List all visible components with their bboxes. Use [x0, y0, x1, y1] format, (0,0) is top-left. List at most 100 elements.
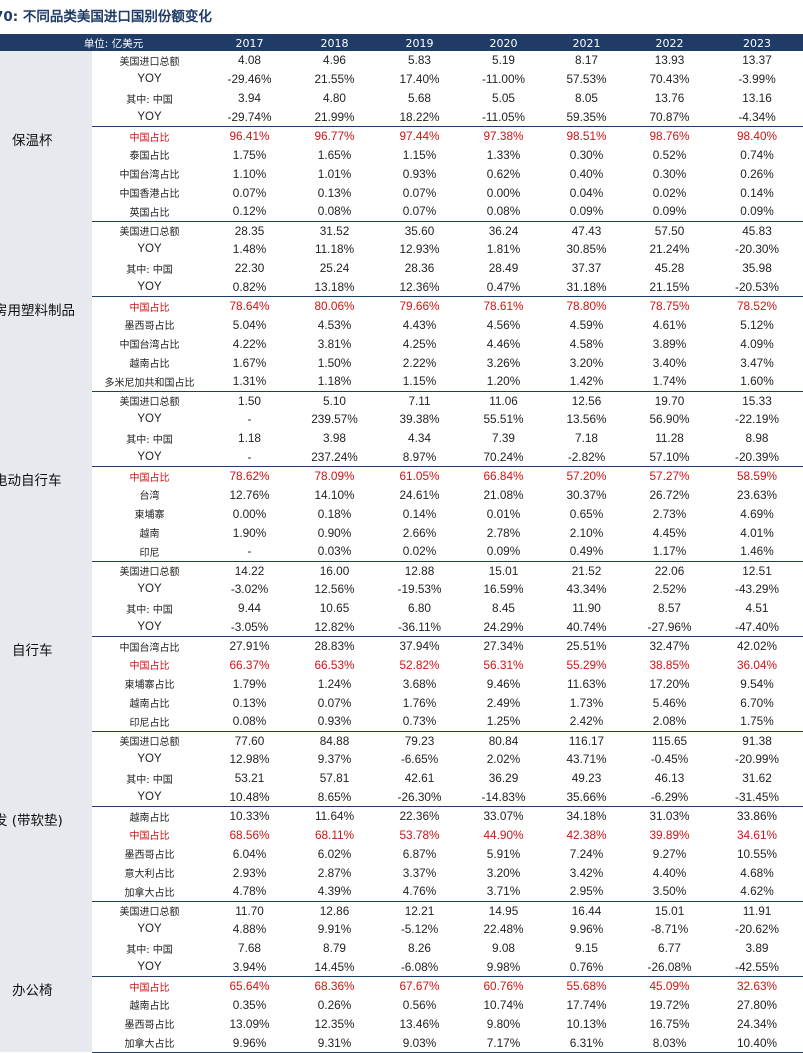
table-row: 墨西哥占比 6.04% 6.02% 6.87% 5.91% 7.24% 9.27% 10.55…: [0, 844, 803, 863]
row-label: 其中: 中国: [126, 944, 173, 956]
table-row: YOY - 239.57% 39.38% 55.51% 13.56% 56.90% -22.1…: [0, 410, 803, 429]
value-cell: 67.67%: [399, 979, 440, 994]
value-cell: 0.62%: [486, 166, 521, 181]
value-cell: 5.12%: [740, 317, 774, 332]
value-cell: 3.71%: [462, 882, 546, 902]
value-cell: 9.03%: [377, 1033, 463, 1053]
value-cell: -11.00%: [481, 72, 526, 87]
value-cell: 57.27%: [649, 469, 690, 484]
value-cell: 16.00: [319, 563, 350, 578]
value-cell: -6.08%: [377, 957, 463, 978]
table-row: 柬埔寨占比 1.79% 1.24% 3.68% 9.46% 11.63% 17.20% 9.5…: [0, 674, 803, 693]
value-cell: 1.67%: [232, 355, 267, 370]
value-cell: 1.81%: [486, 242, 521, 257]
value-cell: 21.15%: [628, 277, 712, 298]
value-cell: 11.06: [489, 393, 518, 408]
value-cell: 4.96: [323, 53, 346, 68]
value-cell: 3.47%: [740, 355, 774, 370]
table-row: 中国香港占比 0.07% 0.13% 0.07% 0.00% 0.04% 0.02% 0.14…: [0, 183, 803, 202]
value-cell: 8.97%: [377, 447, 463, 468]
table-row: YOY -3.02% 12.56% -19.53% 16.59% 43.34% 2.52% -…: [0, 580, 803, 599]
category-cell: 自行车: [0, 561, 92, 732]
value-cell: 4.88%: [232, 922, 267, 937]
value-cell: 16.59%: [483, 582, 524, 597]
value-cell: 98.40%: [737, 129, 778, 144]
value-cell: 0.74%: [740, 147, 774, 162]
value-cell: 0.93%: [292, 712, 378, 732]
table-row: 发 (带软垫) 美国进口总额 77.60 84.88 79.23 80.84 116.17 1…: [0, 731, 803, 902]
row-label: 多米尼加共和国占比: [92, 372, 208, 392]
row-label: YOY: [137, 923, 162, 936]
value-cell: 11.64%: [314, 809, 355, 824]
value-cell: 57.53%: [566, 72, 607, 87]
row-label: 其中: 中国: [126, 434, 173, 446]
value-cell: -: [247, 412, 252, 427]
value-cell: 1.24%: [317, 676, 352, 691]
value-cell: 0.09%: [711, 202, 803, 222]
table-row: 中国占比 68.56% 68.11% 53.78% 44.90% 42.38% 39.89%…: [0, 826, 803, 845]
value-cell: 2.87%: [317, 865, 352, 880]
value-cell: 2.49%: [486, 695, 521, 710]
row-label: 美国进口总额: [119, 56, 180, 68]
value-cell: 11.63%: [566, 676, 607, 691]
row-label: 中国香港占比: [119, 189, 180, 201]
figure-title: 70: 不同品类美国进口国别份额变化: [0, 9, 212, 25]
value-cell: 1.31%: [207, 372, 293, 392]
value-cell: 14.22: [234, 563, 265, 578]
value-cell: -2.82%: [545, 447, 629, 468]
value-cell: 70.24%: [462, 447, 546, 468]
value-cell: 3.20%: [569, 355, 604, 370]
value-cell: 78.52%: [737, 299, 778, 314]
value-cell: 22.06: [654, 563, 685, 578]
value-cell: 98.51%: [566, 129, 607, 144]
value-cell: 30.85%: [566, 242, 607, 257]
row-label: 美国进口总额: [119, 397, 180, 409]
value-cell: 45.28: [654, 261, 685, 276]
value-cell: -31.45%: [711, 787, 803, 808]
category-cell: 房用塑料制品: [0, 221, 92, 392]
value-cell: 0.03%: [292, 542, 378, 562]
value-cell: 3.81%: [317, 336, 352, 351]
value-cell: 2.73%: [652, 506, 687, 521]
value-cell: 19.72%: [649, 997, 690, 1012]
value-cell: 6.80: [408, 601, 431, 616]
table-row: YOY 1.48% 11.18% 12.93% 1.81% 30.85% 21.24% -20…: [0, 240, 803, 259]
category-label: 房用塑料制品: [0, 302, 75, 319]
value-cell: 37.37: [571, 261, 602, 276]
value-cell: 0.07%: [232, 185, 267, 200]
value-cell: 35.98: [742, 261, 772, 276]
value-cell: -42.55%: [711, 957, 803, 978]
value-cell: 11.70: [235, 903, 264, 918]
table-row: 自行车 美国进口总额 14.22 16.00 12.88 15.01 21.52 22.06 1…: [0, 561, 803, 732]
value-cell: 4.01%: [740, 525, 774, 540]
value-cell: 25.51%: [566, 639, 607, 654]
value-cell: 55.68%: [566, 979, 607, 994]
value-cell: 34.61%: [737, 827, 778, 842]
table-row: YOY 10.48% 8.65% -26.30% -14.83% 35.66% -6.29%…: [0, 787, 803, 808]
value-cell: 18.22%: [377, 107, 463, 128]
value-cell: 4.45%: [652, 525, 687, 540]
value-cell: 33.07%: [483, 809, 524, 824]
value-cell: 0.14%: [740, 185, 774, 200]
value-cell: 5.68: [408, 91, 431, 106]
table-row: 其中: 中国 1.18 3.98 4.34 7.39 7.18 11.28 8.98: [0, 429, 803, 448]
row-label: YOY: [92, 277, 208, 298]
value-cell: 78.80%: [566, 299, 607, 314]
value-cell: -20.99%: [735, 752, 779, 767]
row-label: 中国占比: [129, 132, 170, 144]
value-cell: 9.31%: [292, 1033, 378, 1053]
value-cell: 8.79: [323, 941, 346, 956]
value-cell: 3.68%: [402, 676, 437, 691]
value-cell: 6.77: [658, 941, 681, 956]
value-cell: 1.33%: [486, 147, 521, 162]
value-cell: 13.18%: [292, 277, 378, 298]
value-cell: -3.99%: [738, 72, 776, 87]
value-cell: 21.08%: [483, 487, 524, 502]
value-cell: 10.55%: [737, 846, 778, 861]
value-cell: 84.88: [319, 733, 350, 748]
value-cell: 12.82%: [292, 617, 378, 638]
value-cell: 34.18%: [566, 809, 607, 824]
value-cell: 0.90%: [317, 525, 352, 540]
value-cell: 0.02%: [377, 542, 463, 562]
value-cell: 0.52%: [652, 147, 687, 162]
